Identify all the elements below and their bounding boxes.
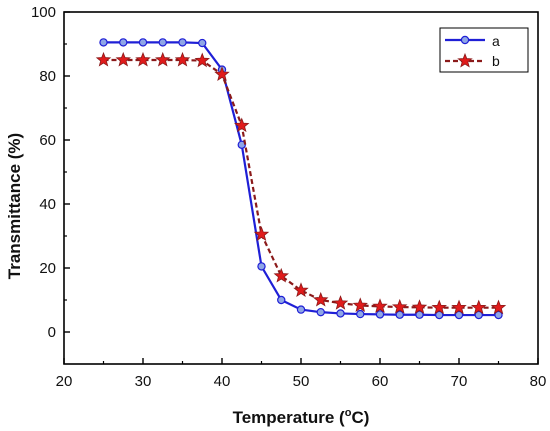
series-a-point-15 [395,310,404,319]
series-b-point-20 [490,299,507,315]
series-b-point-18 [451,299,467,315]
series-b-point-16 [411,299,428,314]
y-tick-label-5: 100 [31,4,56,21]
series-b-point-7 [234,117,250,133]
plot-frame [63,11,539,365]
series-b-point-15 [392,298,408,314]
x-tick-label-3: 50 [293,373,310,390]
series-a-point-12 [336,309,345,318]
series-a-point-0 [99,38,108,47]
legend-sample-a-marker [460,35,470,45]
y-tick-label-0: 0 [48,324,56,341]
legend-box [439,27,529,73]
series-b-point-5 [194,52,210,68]
series-b-point-10 [293,282,309,297]
series-b-point-8 [253,226,270,241]
series-b-point-17 [431,299,447,315]
series-a-point-13 [356,309,365,319]
series-layer [95,38,507,320]
series-a-line [103,41,499,317]
series-a-point-19 [474,310,483,320]
series-a-point-10 [296,305,306,314]
series-b-point-6 [214,66,230,81]
series-b-point-19 [471,299,487,315]
y-tick-label-2: 40 [39,196,56,213]
y-tick-label-1: 20 [39,260,56,277]
series-b-point-1 [115,51,131,67]
legend-label-b: b [492,53,500,69]
legend-sample-a [445,35,485,45]
legend: a b [439,27,529,73]
legend-label-a: a [492,33,500,49]
series-a-point-9 [277,295,286,305]
x-axis-title-degree: o [345,407,352,419]
series-b-point-12 [332,295,349,310]
series-a [99,38,503,320]
series-a-point-1 [119,38,128,47]
series-b [95,51,507,315]
y-tick-label-4: 80 [39,68,56,85]
series-b-line [103,58,499,309]
series-a-point-17 [435,310,444,320]
series-a-point-11 [316,307,325,317]
x-axis-title-text: Temperature ( [233,408,345,427]
series-a-point-7 [237,140,246,149]
x-axis-title-unit: C) [351,408,369,427]
series-b-point-13 [352,297,368,312]
series-a-point-8 [257,262,266,271]
x-tick-label-4: 60 [372,373,389,390]
x-axis-title: Temperature (oC) [233,407,370,427]
series-a-point-16 [415,310,424,319]
series-b-point-11 [313,291,329,307]
series-a-point-3 [158,38,167,47]
x-tick-label-2: 40 [214,373,231,390]
series-a-point-5 [198,38,207,48]
series-a-point-4 [178,38,187,47]
x-tick-label-0: 20 [56,373,73,390]
series-b-point-0 [95,51,112,67]
series-a-point-2 [138,38,148,47]
series-a-point-18 [454,310,464,320]
series-b-point-2 [135,51,151,67]
x-tick-label-6: 80 [530,373,547,390]
legend-sample-b-marker [457,52,473,68]
series-a-point-14 [375,310,385,319]
series-b-point-14 [372,298,388,313]
series-b-point-4 [174,51,191,67]
series-b-point-9 [273,267,289,283]
y-tick-label-3: 60 [39,132,56,149]
y-axis-title: Transmittance (%) [5,133,24,279]
legend-sample-b [445,52,485,68]
series-a-point-20 [494,310,503,320]
series-b-point-3 [155,51,171,67]
x-tick-label-5: 70 [451,373,468,390]
x-tick-label-1: 30 [135,373,152,390]
